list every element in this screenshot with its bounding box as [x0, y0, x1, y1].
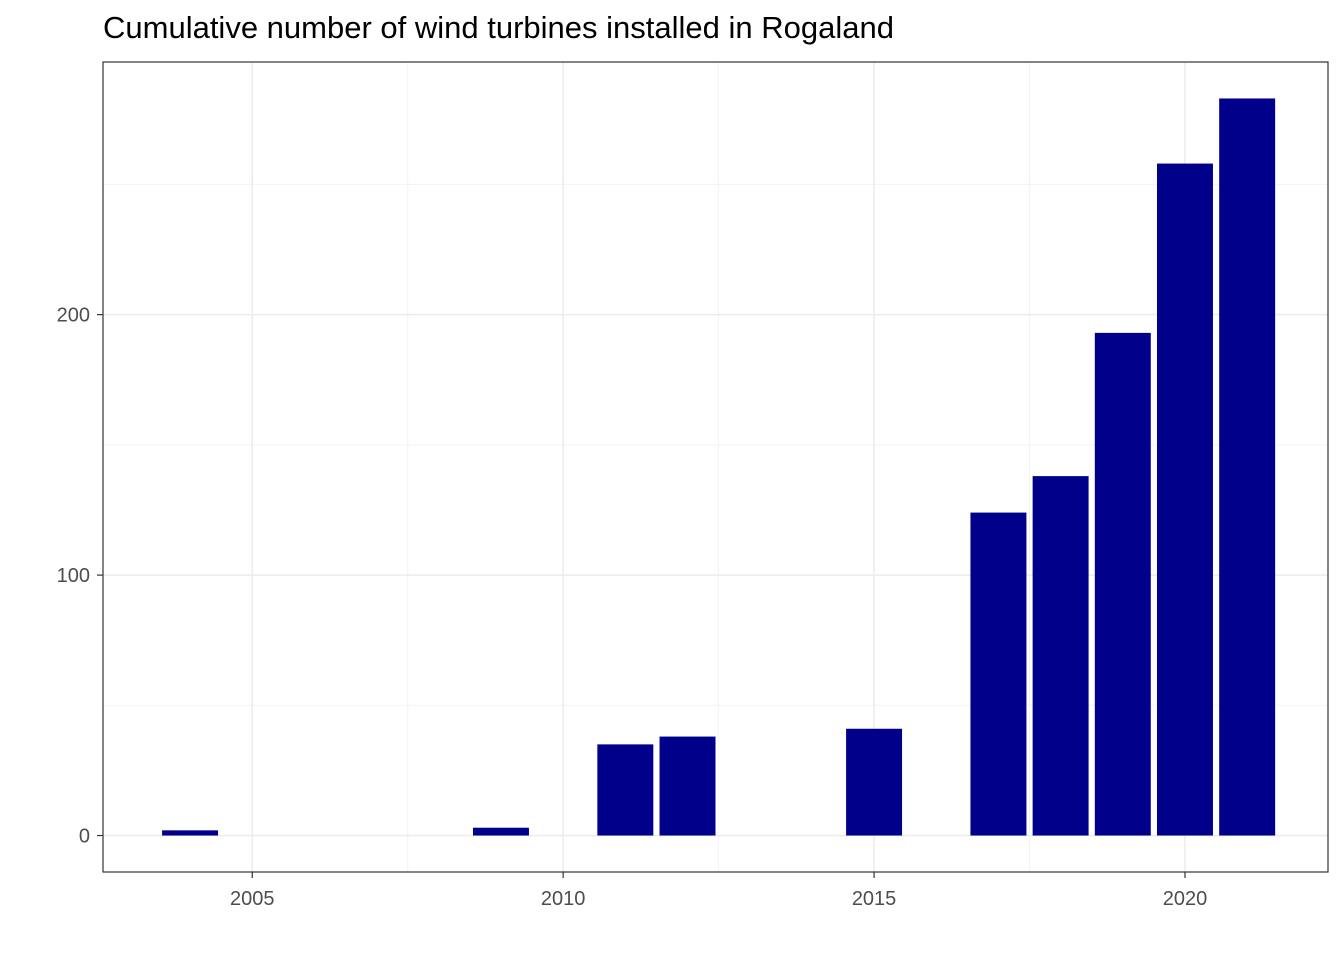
bar-2019: [1094, 332, 1151, 836]
x-tick-label: 2005: [230, 888, 275, 910]
bar-2017: [970, 512, 1027, 836]
bar-2020: [1156, 163, 1213, 836]
chart-title: Cumulative number of wind turbines insta…: [103, 10, 894, 45]
y-tick-label: 0: [79, 826, 90, 848]
bar-2012: [659, 736, 716, 836]
bar-2018: [1032, 476, 1089, 836]
y-tick-label: 200: [57, 305, 90, 327]
x-tick-label: 2010: [541, 888, 586, 910]
y-tick-label: 100: [57, 565, 90, 587]
bar-2011: [597, 744, 654, 836]
bar-2004: [162, 830, 219, 836]
bar-2009: [472, 827, 529, 836]
bar-2021: [1219, 98, 1276, 836]
bar-2015: [846, 728, 903, 836]
tick-layer: 2005 2010 2015 2020 0 100 200: [57, 305, 1208, 910]
panel-border: [102, 61, 1329, 873]
x-tick-label: 2020: [1163, 888, 1208, 910]
bar-layer: [162, 98, 1276, 836]
x-tick-label: 2015: [852, 888, 897, 910]
